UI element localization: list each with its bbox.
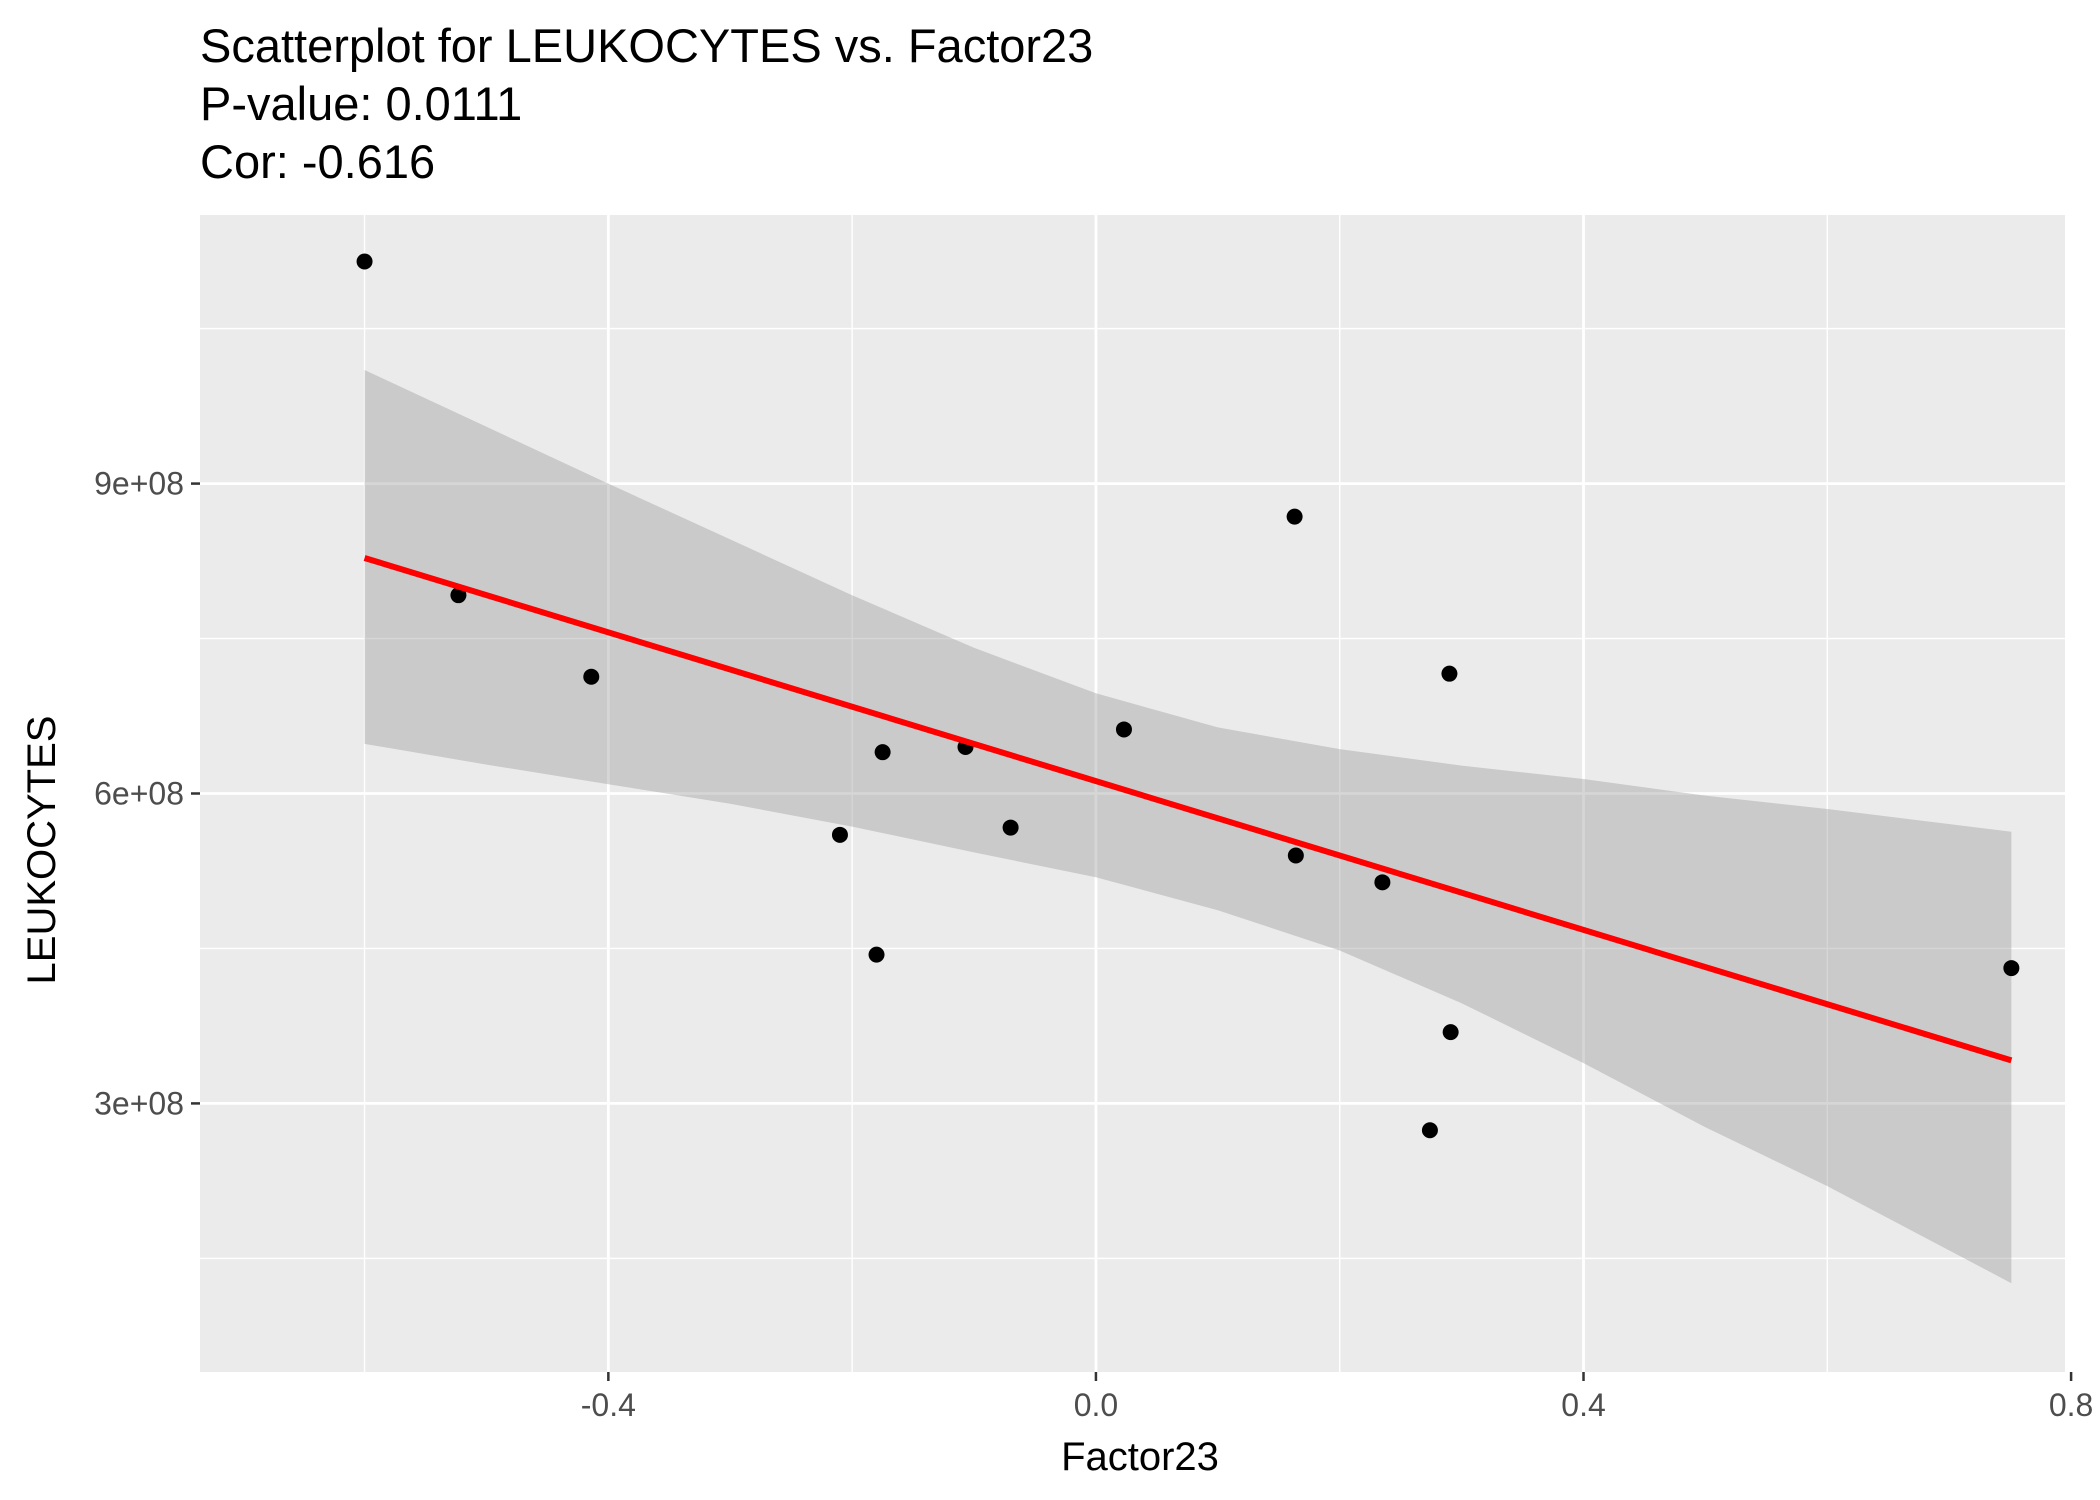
data-point-10 — [1286, 508, 1303, 525]
y-tick-label: 9e+08 — [94, 466, 184, 502]
data-point-3 — [583, 668, 600, 685]
data-point-2 — [450, 587, 467, 604]
title-line-3: Cor: -0.616 — [200, 135, 435, 188]
data-point-5 — [868, 946, 885, 963]
data-points — [356, 253, 2020, 1139]
x-axis-title: Factor23 — [1061, 1435, 1219, 1479]
title-line-1: Scatterplot for LEUKOCYTES vs. Factor23 — [200, 19, 1093, 72]
data-point-13 — [1421, 1122, 1438, 1139]
data-point-15 — [1442, 1024, 1459, 1041]
regression-line — [363, 555, 2013, 1064]
data-point-11 — [1287, 847, 1304, 864]
data-point-8 — [1002, 819, 1019, 836]
x-tick-label: 0.4 — [1561, 1387, 1605, 1423]
x-tick-label: 0.0 — [1074, 1387, 1118, 1423]
data-point-1 — [356, 253, 373, 270]
confidence-band — [364, 370, 2012, 1284]
data-point-12 — [1374, 874, 1391, 891]
chart-title: Scatterplot for LEUKOCYTES vs. Factor23 … — [200, 19, 1093, 188]
x-axis: -0.4 0.0 0.4 0.8 — [581, 1372, 2093, 1423]
data-point-6 — [874, 744, 891, 761]
data-point-16 — [2003, 960, 2020, 977]
y-tick-label: 3e+08 — [94, 1085, 184, 1121]
data-point-4 — [831, 826, 848, 843]
data-point-14 — [1441, 665, 1458, 682]
x-tick-label: -0.4 — [581, 1387, 636, 1423]
y-axis-title: LEUKOCYTES — [20, 716, 64, 985]
y-tick-label: 6e+08 — [94, 776, 184, 812]
y-axis: 3e+08 6e+08 9e+08 — [94, 466, 200, 1121]
title-line-2: P-value: 0.0111 — [200, 77, 522, 130]
data-point-9 — [1115, 721, 1132, 738]
x-tick-label: 0.8 — [2049, 1387, 2093, 1423]
